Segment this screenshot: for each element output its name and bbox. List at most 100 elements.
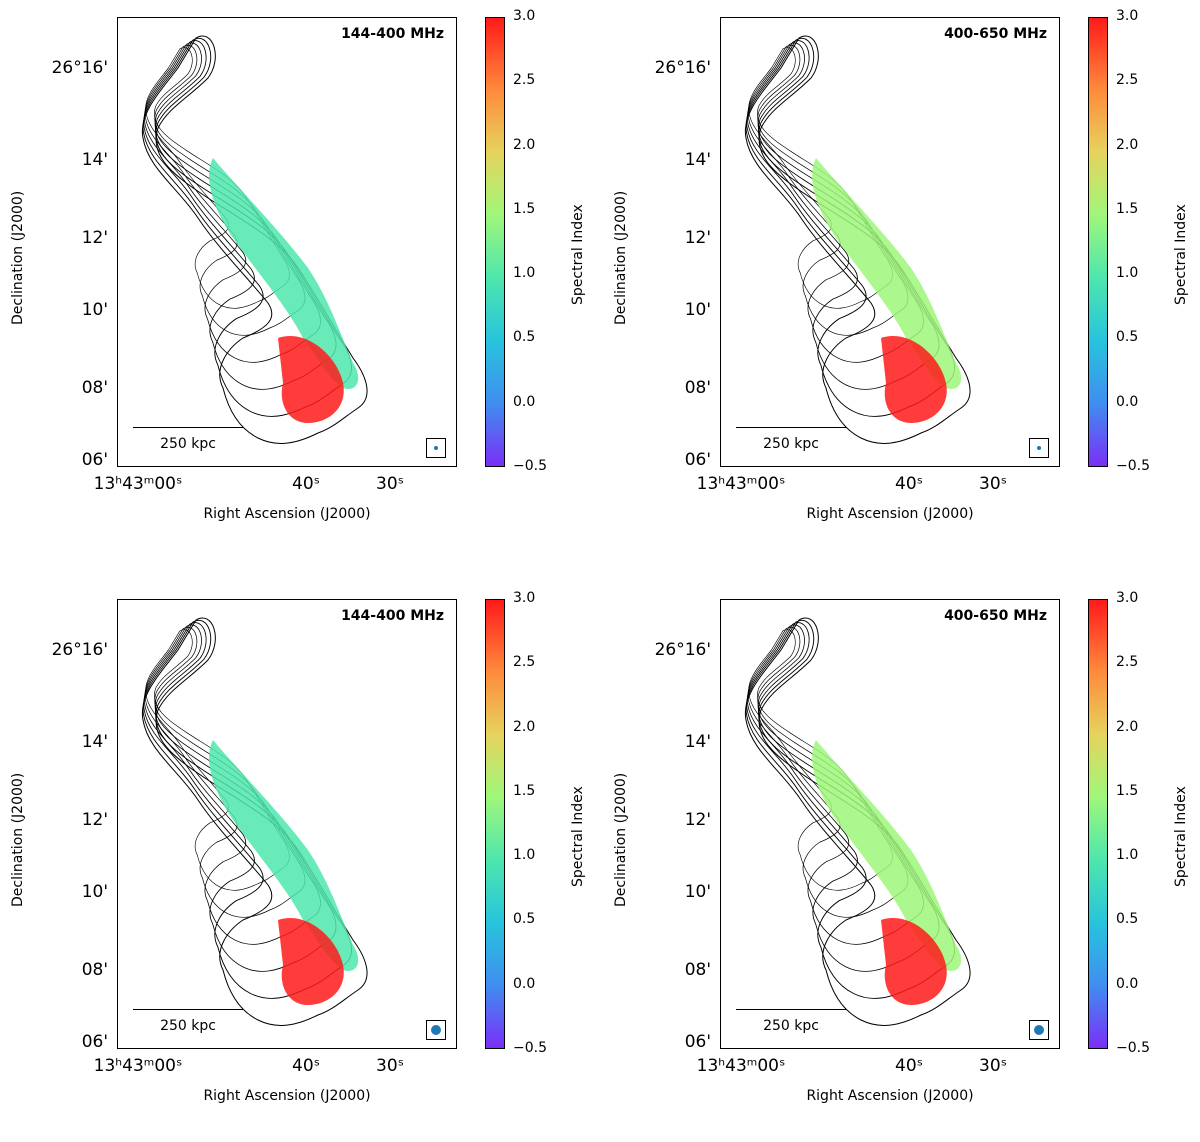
- y-tick-label: 10': [684, 300, 711, 320]
- contour-line: [747, 626, 909, 918]
- colorbar-tick-label: 0.0: [513, 975, 536, 992]
- y-tick-label: 26°16': [654, 640, 711, 660]
- colorbar-label: Spectral Index: [570, 786, 586, 887]
- colorbar-tick-label: 1.0: [1116, 847, 1139, 864]
- y-tick-label: 06': [684, 1032, 711, 1052]
- colorbar-tick-label: 2.5: [513, 72, 536, 89]
- contour-map-image: [141, 35, 368, 444]
- colorbar-tick-label: 1.5: [513, 200, 536, 217]
- colorbar: [485, 17, 505, 467]
- contour-line: [145, 47, 290, 309]
- scale-bar: [133, 427, 243, 428]
- y-axis-label: Declination (J2000): [613, 190, 629, 325]
- colorbar-tick-label: 2.0: [513, 136, 536, 153]
- frequency-band-label: 400-650 MHz: [944, 26, 1047, 42]
- x-tick-label: 30ˢ: [979, 1056, 1007, 1076]
- radio-map: 144-400 MHz 250 kpc: [117, 17, 457, 467]
- frequency-band-label: 144-400 MHz: [341, 608, 444, 624]
- y-tick-label: 12': [684, 810, 711, 830]
- y-axis-label: Declination (J2000): [613, 772, 629, 907]
- beam-indicator: [1029, 438, 1049, 458]
- colorbar-label: Spectral Index: [570, 204, 586, 305]
- y-tick-label: 06': [684, 450, 711, 470]
- contour-line: [144, 626, 306, 918]
- beam-ellipse-icon: [434, 446, 438, 450]
- y-tick-label: 08': [81, 960, 108, 980]
- y-tick-label: 14': [81, 732, 108, 752]
- spectral-index-fill: [812, 158, 962, 389]
- colorbar-tick-label: 2.5: [1116, 654, 1139, 671]
- beam-indicator: [1029, 1020, 1049, 1040]
- contour-line: [141, 617, 368, 1026]
- y-tick-label: 06': [81, 1032, 108, 1052]
- beam-ellipse-icon: [431, 1025, 441, 1035]
- colorbar-tick-label: −0.5: [513, 458, 547, 474]
- colorbar-tick-label: 1.0: [513, 847, 536, 864]
- y-tick-label: 08': [81, 378, 108, 398]
- colorbar: [485, 599, 505, 1049]
- y-tick-label: 12': [684, 228, 711, 248]
- spectral-index-fill: [881, 336, 947, 423]
- contour-line: [145, 629, 290, 891]
- contour-line: [744, 35, 971, 444]
- colorbar-tick-label: 2.0: [1116, 718, 1139, 735]
- contour-line: [748, 47, 893, 309]
- x-tick-label: 30ˢ: [376, 474, 404, 494]
- y-axis-label: Declination (J2000): [10, 772, 26, 907]
- scale-bar: [736, 427, 846, 428]
- scale-bar-label: 250 kpc: [763, 436, 819, 452]
- x-tick-label: 40ˢ: [895, 474, 923, 494]
- colorbar: [1088, 17, 1108, 467]
- x-axis-label: Right Ascension (J2000): [203, 506, 371, 522]
- beam-indicator: [426, 1020, 446, 1040]
- colorbar-tick-label: 2.5: [513, 654, 536, 671]
- contour-map-image: [744, 35, 971, 444]
- scale-bar: [736, 1009, 846, 1010]
- frequency-band-label: 400-650 MHz: [944, 608, 1047, 624]
- spectral-index-fill: [881, 918, 947, 1005]
- colorbar: [1088, 599, 1108, 1049]
- y-tick-label: 14': [81, 150, 108, 170]
- y-tick-label: 14': [684, 150, 711, 170]
- spectral-index-panel: 144-400 MHz 250 kpc 26°16' 14' 12' 10' 08' 06…: [0, 582, 600, 1142]
- colorbar-tick-label: 0.0: [1116, 393, 1139, 410]
- colorbar-tick-label: 0.0: [513, 393, 536, 410]
- beam-ellipse-icon: [1034, 1025, 1044, 1035]
- colorbar-tick-label: 0.5: [1116, 911, 1139, 928]
- x-axis-label: Right Ascension (J2000): [806, 1088, 974, 1104]
- colorbar-tick-label: 0.5: [1116, 329, 1139, 346]
- radio-map: 144-400 MHz 250 kpc: [117, 599, 457, 1049]
- contour-line: [747, 44, 909, 336]
- spectral-index-panel: 400-650 MHz 250 kpc 26°16' 14' 12' 10' 08' 06…: [603, 582, 1200, 1142]
- contour-map-image: [141, 617, 368, 1026]
- colorbar-label: Spectral Index: [1173, 204, 1189, 305]
- y-tick-label: 26°16': [51, 58, 108, 78]
- colorbar-label: Spectral Index: [1173, 786, 1189, 887]
- x-axis-label: Right Ascension (J2000): [806, 506, 974, 522]
- x-axis-label: Right Ascension (J2000): [203, 1088, 371, 1104]
- spectral-index-fill: [209, 158, 359, 389]
- beam-indicator: [426, 438, 446, 458]
- colorbar-tick-label: 2.0: [513, 718, 536, 735]
- y-tick-label: 26°16': [51, 640, 108, 660]
- radio-map: 400-650 MHz 250 kpc: [720, 17, 1060, 467]
- colorbar-tick-label: 0.5: [513, 329, 536, 346]
- y-tick-label: 12': [81, 810, 108, 830]
- frequency-band-label: 144-400 MHz: [341, 26, 444, 42]
- y-tick-label: 14': [684, 732, 711, 752]
- x-tick-label: 13ʰ43ᵐ00ˢ: [93, 474, 183, 494]
- x-tick-label: 13ʰ43ᵐ00ˢ: [696, 1056, 786, 1076]
- beam-ellipse-icon: [1037, 446, 1041, 450]
- colorbar-tick-label: −0.5: [1116, 458, 1150, 474]
- spectral-index-panel: 400-650 MHz 250 kpc 26°16' 14' 12' 10' 08' 06…: [603, 0, 1200, 560]
- y-tick-label: 26°16': [654, 58, 711, 78]
- x-tick-label: 13ʰ43ᵐ00ˢ: [696, 474, 786, 494]
- spectral-index-panel: 144-400 MHz 250 kpc 26°16' 14' 12' 10' 08' 06…: [0, 0, 600, 560]
- x-tick-label: 40ˢ: [895, 1056, 923, 1076]
- colorbar-tick-label: 2.5: [1116, 72, 1139, 89]
- y-tick-label: 06': [81, 450, 108, 470]
- scale-bar-label: 250 kpc: [160, 436, 216, 452]
- x-tick-label: 13ʰ43ᵐ00ˢ: [93, 1056, 183, 1076]
- x-tick-label: 40ˢ: [292, 474, 320, 494]
- colorbar-tick-label: 1.5: [1116, 782, 1139, 799]
